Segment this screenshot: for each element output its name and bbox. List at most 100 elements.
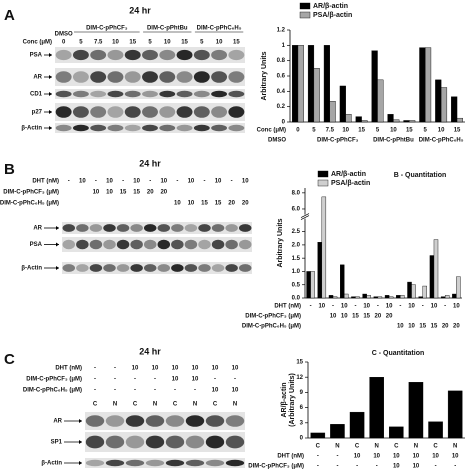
bar bbox=[433, 239, 439, 299]
lane-label: - bbox=[68, 179, 70, 185]
lane-label: 10 bbox=[215, 179, 222, 185]
legend-label: AR/β-actin bbox=[331, 171, 366, 178]
bar bbox=[440, 87, 448, 123]
blot-band bbox=[193, 124, 210, 132]
x-tick-label: 10 bbox=[318, 304, 325, 310]
blot-strip bbox=[85, 432, 245, 452]
blot-band bbox=[198, 264, 211, 272]
blot-band bbox=[228, 106, 245, 118]
lane-label: 15 bbox=[201, 201, 208, 207]
row-label: β-Actin bbox=[21, 266, 42, 272]
bar bbox=[323, 45, 330, 123]
bar bbox=[351, 296, 356, 299]
lane-label: N bbox=[113, 402, 117, 408]
lane-label: 15 bbox=[133, 190, 140, 196]
bar bbox=[444, 295, 450, 299]
blot-band bbox=[211, 239, 225, 250]
row-arrowhead bbox=[79, 440, 82, 444]
bar bbox=[396, 295, 401, 299]
lane-label: 20 bbox=[160, 190, 167, 196]
blot-band bbox=[72, 71, 89, 83]
blot-band bbox=[165, 435, 185, 449]
x-tick-label: 10 bbox=[390, 128, 397, 134]
row-label: PSA bbox=[30, 53, 43, 59]
blot-band bbox=[103, 224, 116, 232]
row-arrowhead bbox=[56, 242, 59, 247]
blot-band bbox=[125, 459, 145, 467]
x-row-label: DHT (nM) bbox=[277, 454, 304, 460]
x-tick-label: C bbox=[316, 444, 321, 450]
x-tick-label: 15 bbox=[352, 314, 359, 320]
blot-band bbox=[142, 124, 158, 132]
bar bbox=[451, 96, 458, 123]
lane-label: - bbox=[114, 388, 116, 394]
x-axis-label: Conc (μM) bbox=[257, 128, 286, 134]
x-tick-label: 10 bbox=[438, 128, 445, 134]
lane-label: N bbox=[233, 402, 237, 408]
legend-label: AR/β-actin bbox=[313, 3, 348, 10]
legend-label: PSA/β-actin bbox=[331, 180, 370, 187]
blot-band bbox=[159, 124, 176, 132]
blot-band bbox=[205, 459, 225, 467]
bar bbox=[393, 119, 400, 123]
lane-label: - bbox=[122, 179, 124, 185]
lane-label: 15 bbox=[233, 40, 240, 46]
blot-band bbox=[165, 459, 185, 467]
bar bbox=[297, 45, 304, 123]
blot-band bbox=[185, 415, 205, 427]
x-tick-label: 10 bbox=[397, 324, 404, 330]
blot-band bbox=[85, 415, 105, 427]
bar bbox=[403, 120, 410, 123]
row-arrowhead bbox=[49, 53, 52, 57]
x-row-label: DIM-C-pPhC₆H₅ (μM) bbox=[242, 324, 301, 330]
blot-band bbox=[130, 224, 143, 232]
lane-label: 10 bbox=[112, 40, 119, 46]
blot-band bbox=[176, 124, 193, 132]
blot-band bbox=[159, 71, 176, 83]
x-tick-label: 7.5 bbox=[326, 128, 335, 134]
x-tick-label: - bbox=[354, 304, 356, 310]
bar bbox=[328, 295, 334, 299]
lane-label: - bbox=[134, 377, 136, 383]
blot-band bbox=[142, 90, 158, 98]
blot-band bbox=[105, 459, 125, 467]
blot-band bbox=[176, 71, 193, 83]
x-tick-label: - bbox=[376, 464, 378, 470]
y-axis-label: Arbitrary Units bbox=[261, 51, 268, 100]
blot-band bbox=[143, 264, 157, 272]
row-arrowhead bbox=[79, 461, 82, 465]
blot-band bbox=[211, 49, 228, 61]
x-group-label: DMSO bbox=[268, 138, 286, 144]
y-tick-label: 1.5 bbox=[292, 256, 301, 262]
header-row-label: DHT (nM) bbox=[32, 179, 59, 185]
y-tick-label: 1.2 bbox=[277, 28, 286, 34]
blot-band bbox=[55, 71, 72, 83]
bar bbox=[330, 424, 345, 439]
x-tick-label: 10 bbox=[431, 304, 438, 310]
lane-label: 10 bbox=[188, 201, 195, 207]
bar bbox=[292, 45, 299, 123]
panel-label: A bbox=[4, 7, 15, 24]
panel-title: 24 hr bbox=[129, 5, 151, 15]
axis-break-mark bbox=[300, 213, 310, 218]
blot-band bbox=[116, 224, 130, 232]
y-tick-label: 0.5 bbox=[292, 282, 301, 288]
blot-band bbox=[228, 124, 245, 132]
lane-label: 7.5 bbox=[94, 40, 103, 46]
x-tick-label: 10 bbox=[408, 324, 415, 330]
legend-label: PSA/β-actin bbox=[313, 12, 352, 19]
row-label: AR bbox=[33, 226, 42, 232]
blot-band bbox=[171, 224, 184, 232]
blot-band bbox=[185, 435, 205, 449]
lane-label: - bbox=[176, 179, 178, 185]
chart-title: B - Quantitation bbox=[394, 172, 447, 179]
lane-label: 10 bbox=[216, 40, 223, 46]
blot-band bbox=[55, 90, 72, 98]
x-row-label: DIM-C-pPhCF₃ (μM) bbox=[245, 314, 301, 320]
blot-band bbox=[76, 239, 89, 250]
blot-band bbox=[198, 224, 211, 232]
blot-band bbox=[205, 435, 225, 449]
lane-label: N bbox=[153, 402, 157, 408]
bar bbox=[307, 45, 315, 123]
